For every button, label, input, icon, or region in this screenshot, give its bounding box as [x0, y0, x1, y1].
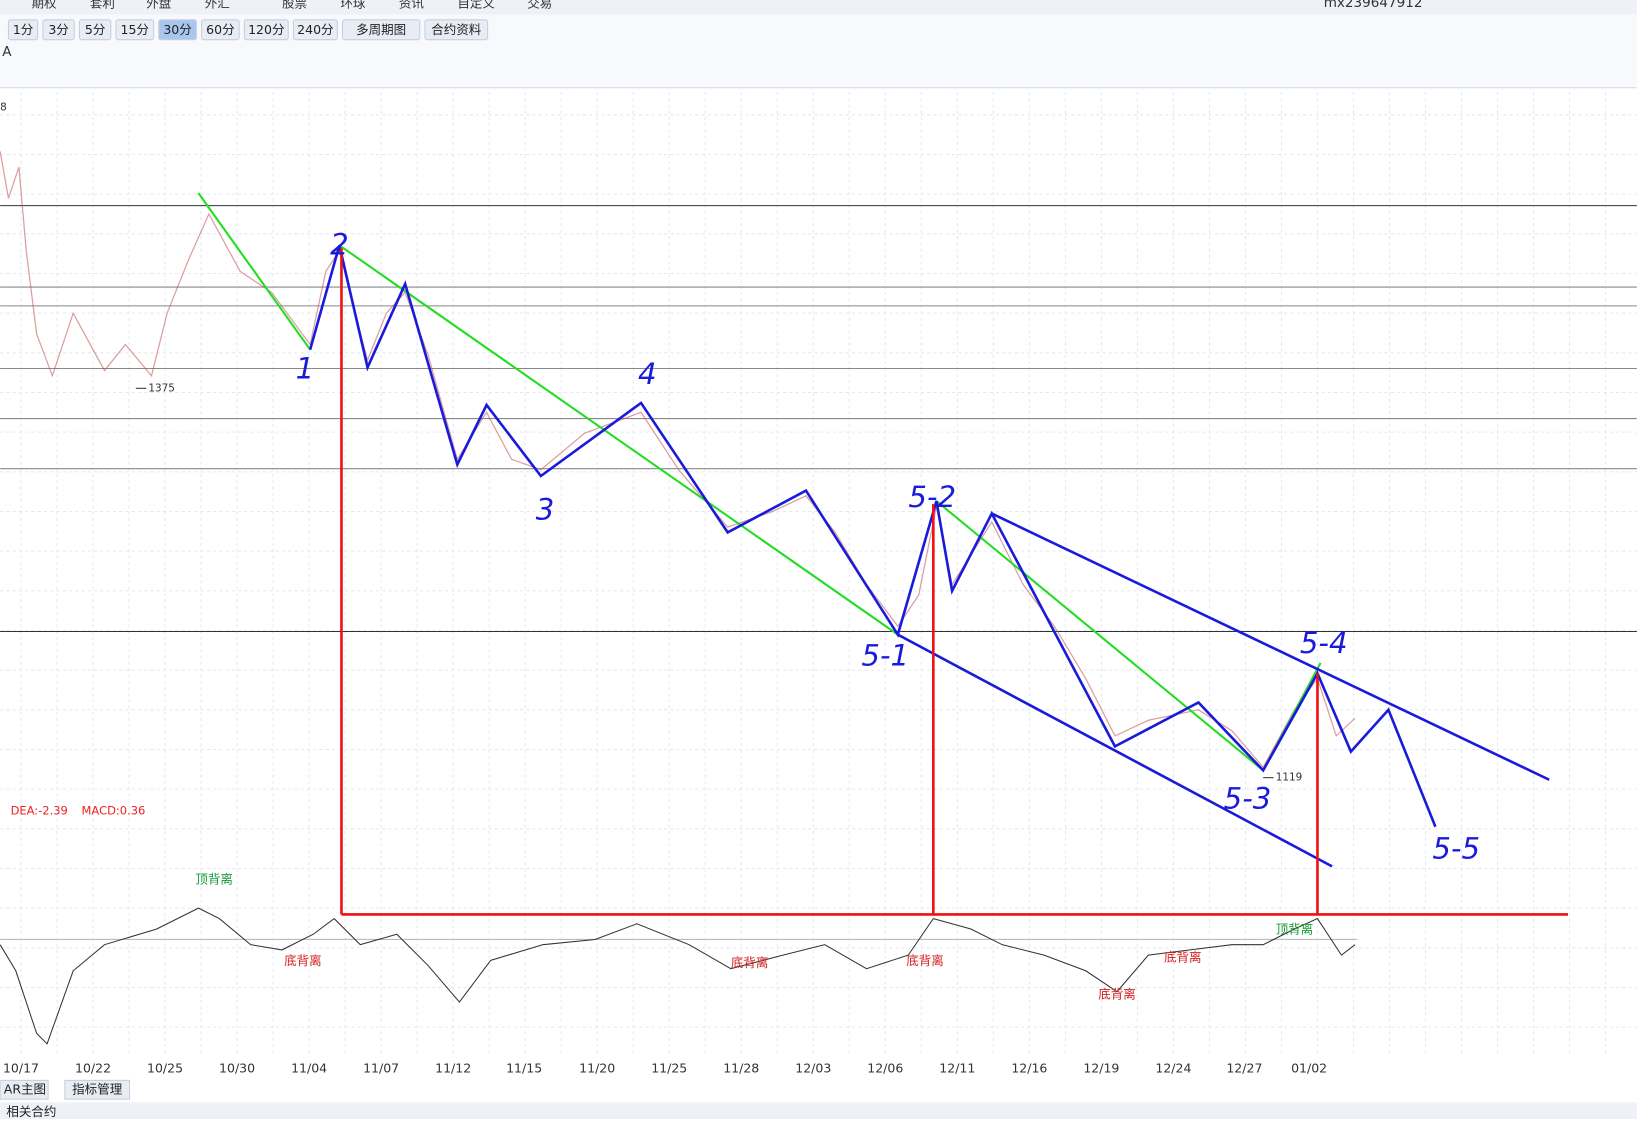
period-button[interactable] — [115, 19, 155, 41]
tab[interactable] — [0, 1079, 49, 1100]
macd-label: MACD:0.36 — [82, 804, 146, 818]
period-button[interactable] — [7, 19, 39, 41]
x-axis-label: 12/16 — [1011, 1060, 1047, 1075]
divergence-label: 顶背离 — [195, 871, 233, 886]
dea-label: DEA:-2.39 — [11, 804, 68, 818]
x-axis-label: 11/20 — [579, 1060, 615, 1075]
wave-label: 5-4 — [1300, 626, 1348, 660]
x-axis-label: 10/30 — [219, 1060, 255, 1075]
divergence-label: 底背离 — [1164, 950, 1202, 965]
wave-label: 5-5 — [1432, 832, 1480, 866]
x-axis-label: 10/22 — [75, 1060, 111, 1075]
menu-item[interactable]: 外汇 — [205, 0, 230, 11]
x-axis-label: 11/12 — [435, 1060, 471, 1075]
wave-label: 5-2 — [908, 480, 956, 514]
x-axis-label: 12/27 — [1226, 1060, 1262, 1075]
price-label: 1375 — [148, 382, 175, 394]
divergence-label: 底背离 — [284, 953, 322, 968]
tab[interactable] — [64, 1079, 131, 1100]
x-axis-label: 11/25 — [651, 1060, 687, 1075]
tab-label[interactable]: AR主图 — [4, 1081, 46, 1096]
tool-letter[interactable]: A — [2, 44, 12, 60]
wave-label: 1 — [296, 352, 315, 386]
period-button[interactable] — [243, 19, 289, 41]
period-button[interactable] — [158, 19, 197, 41]
divergence-label: 底背离 — [906, 953, 944, 968]
wave-label: 5-1 — [861, 639, 909, 673]
x-axis-label: 10/25 — [147, 1060, 183, 1075]
x-axis-label: 11/04 — [291, 1060, 327, 1075]
x-axis-label: 10/17 — [3, 1060, 39, 1075]
x-axis-label: 01/02 — [1291, 1060, 1327, 1075]
period-label[interactable]: 30分 — [163, 22, 192, 37]
period-label[interactable]: 60分 — [206, 22, 235, 37]
period-button[interactable] — [292, 19, 338, 41]
x-axis-label: 11/15 — [506, 1060, 542, 1075]
period-label[interactable]: 5分 — [85, 22, 106, 37]
blue-lines — [308, 244, 1550, 868]
price-trace — [0, 151, 1356, 769]
period-button[interactable] — [341, 19, 421, 41]
tab-label[interactable]: 指标管理 — [72, 1081, 123, 1096]
x-axis-label: 11/07 — [363, 1060, 399, 1075]
wave-label: 5-3 — [1224, 782, 1272, 816]
menu-item[interactable]: 外盘 — [146, 0, 171, 11]
period-label[interactable]: 合约资料 — [431, 22, 482, 37]
period-label[interactable]: 120分 — [248, 22, 285, 37]
green-lines — [197, 192, 1322, 772]
period-button[interactable] — [78, 19, 112, 41]
menu-item[interactable]: 股票 — [282, 0, 307, 11]
period-label[interactable]: 多周期图 — [356, 22, 406, 37]
x-axis-label: 11/28 — [723, 1060, 759, 1075]
x-axis-label: 12/03 — [795, 1060, 831, 1075]
wave-label: 3 — [536, 492, 555, 526]
divergence-label: 底背离 — [1098, 986, 1136, 1001]
period-label[interactable]: 1分 — [13, 22, 34, 37]
footer-label[interactable]: 相关合约 — [6, 1104, 56, 1119]
wave-label: 4 — [638, 357, 657, 391]
user-name[interactable]: mx239647912 — [1324, 0, 1423, 11]
period-button[interactable] — [424, 19, 489, 41]
menu-item[interactable]: 期权 — [31, 0, 57, 11]
wave-label: 2 — [330, 227, 349, 261]
price-label: 1119 — [1276, 772, 1303, 784]
divergence-label: 顶背离 — [1276, 922, 1314, 937]
period-button[interactable] — [201, 19, 240, 41]
menu-item[interactable]: 自定义 — [457, 0, 495, 11]
period-label[interactable]: 3分 — [48, 22, 69, 37]
period-label[interactable]: 240分 — [297, 22, 334, 37]
period-button[interactable] — [42, 19, 75, 41]
divergence-label: 底背离 — [731, 955, 769, 970]
period-label[interactable]: 15分 — [121, 22, 150, 37]
x-axis-label: 12/19 — [1083, 1060, 1119, 1075]
x-axis-label: 12/11 — [939, 1060, 975, 1075]
red-lines — [340, 248, 1568, 916]
macd-trace — [0, 907, 1356, 1045]
menu-item[interactable]: 资讯 — [399, 0, 425, 11]
x-axis-label: 12/06 — [867, 1060, 903, 1075]
x-axis-label: 12/24 — [1155, 1060, 1191, 1075]
grid — [0, 91, 1637, 1055]
menu-bar — [0, 0, 1637, 15]
menu-item[interactable]: 套利 — [90, 0, 115, 11]
h-lines — [0, 205, 1637, 940]
menu-item[interactable]: 环球 — [340, 0, 366, 11]
footer-bar — [0, 1102, 1637, 1119]
menu-item[interactable]: 交易 — [527, 0, 552, 11]
axis-label: 8 — [0, 102, 7, 114]
